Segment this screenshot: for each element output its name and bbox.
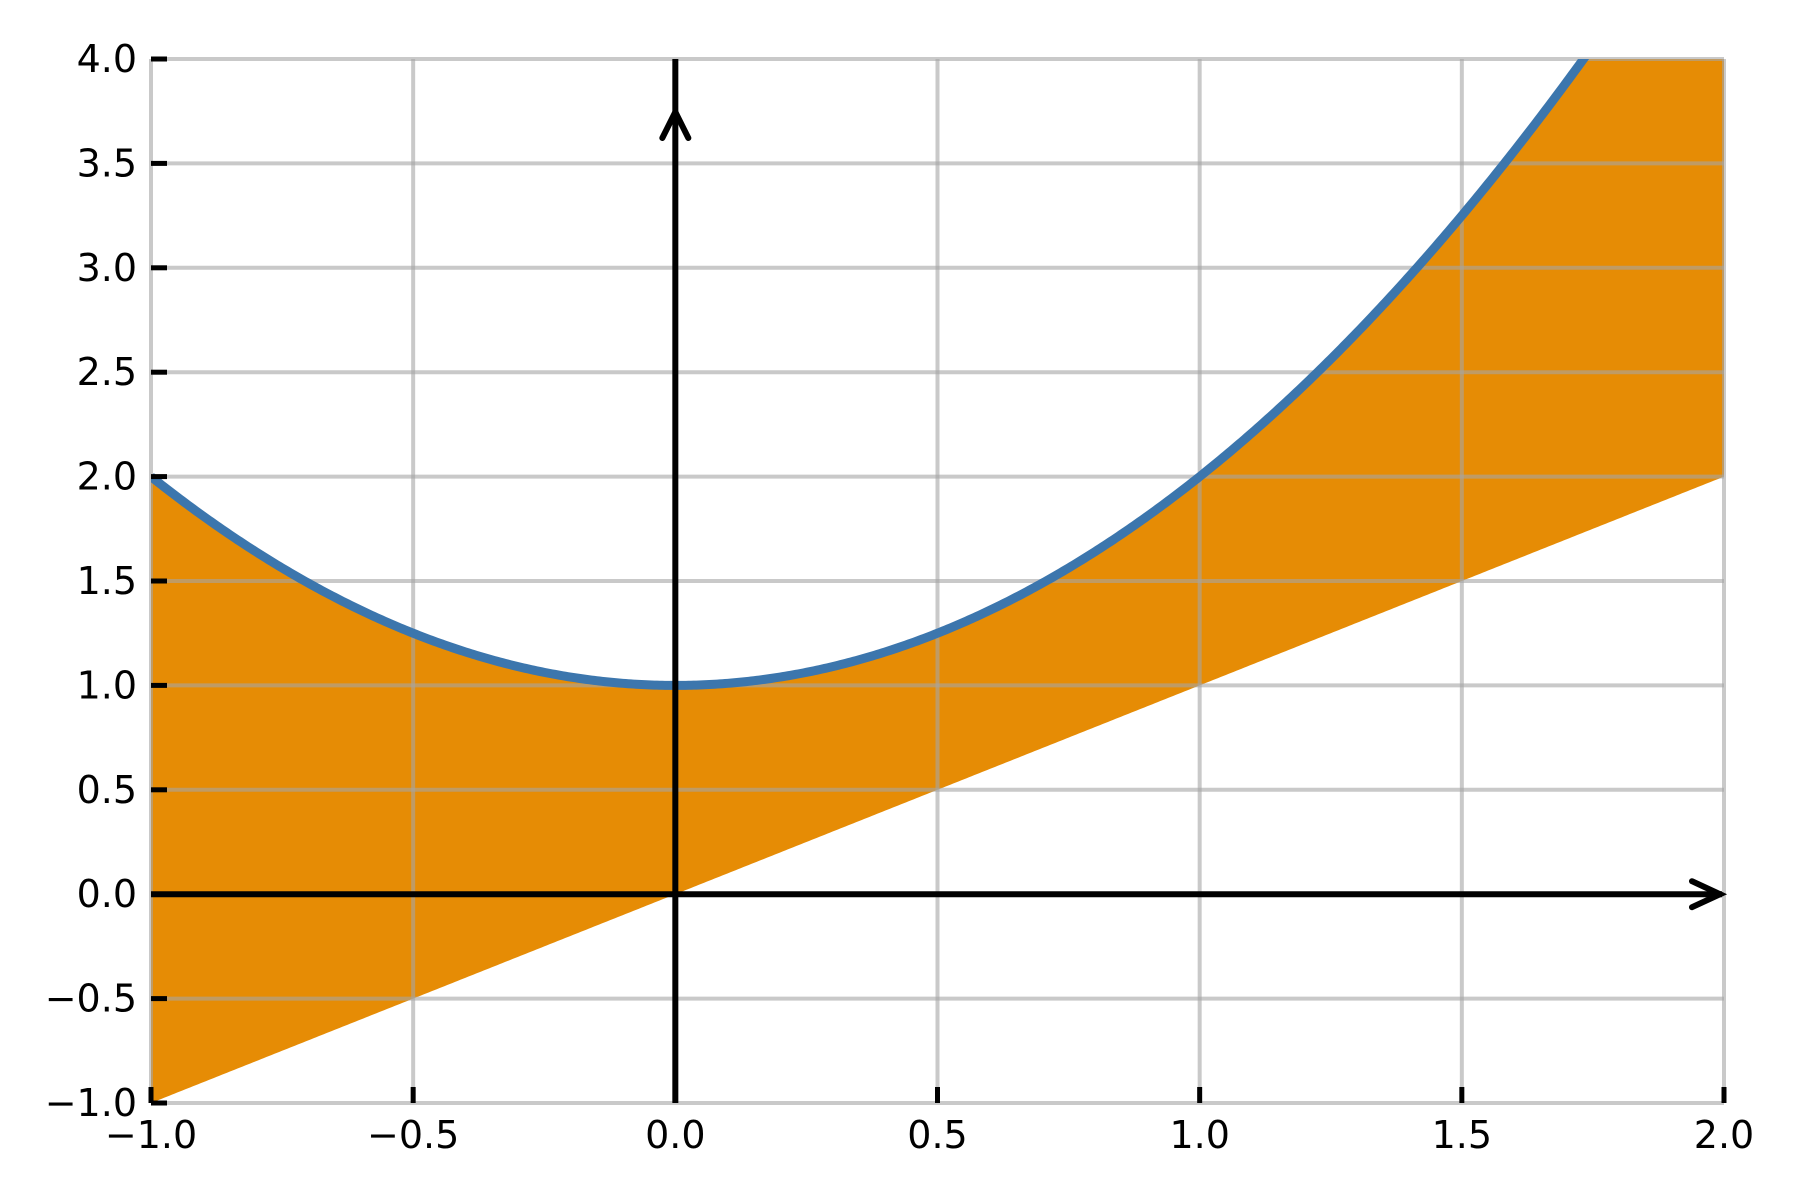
x-axis-arrowhead-icon bbox=[1689, 878, 1728, 911]
curve-parabola bbox=[151, 59, 1590, 690]
y-tick-label: 4.0 bbox=[77, 37, 137, 81]
y-tick-label: 1.0 bbox=[77, 663, 137, 707]
y-tick-label: 0.0 bbox=[77, 872, 137, 916]
y-tick-label: −0.5 bbox=[45, 977, 137, 1021]
tick-labels: −1.0 −0.5 0.0 0.5 1.0 1.5 2.0 −1.0 −0.5 0.0 0.5 1.0… bbox=[45, 37, 1755, 1157]
y-axis-arrowhead-icon bbox=[659, 105, 692, 141]
x-tick-label: 1.0 bbox=[1169, 1113, 1229, 1157]
y-tick-label: 0.5 bbox=[77, 768, 137, 812]
y-tick-label: 3.5 bbox=[77, 141, 137, 185]
x-tick-label: −1.0 bbox=[105, 1113, 197, 1157]
x-tick-label: 0.0 bbox=[645, 1113, 705, 1157]
axes bbox=[151, 59, 1728, 1103]
x-tick-label: 0.5 bbox=[907, 1113, 967, 1157]
y-tick-label: 3.0 bbox=[77, 246, 137, 290]
tick-marks bbox=[148, 56, 1727, 1106]
y-tick-label: 1.5 bbox=[77, 559, 137, 603]
area-fill-region bbox=[151, 59, 1724, 1103]
y-tick-label: 2.5 bbox=[77, 350, 137, 394]
x-tick-label: −0.5 bbox=[367, 1113, 459, 1157]
x-tick-label: 2.0 bbox=[1694, 1113, 1754, 1157]
x-tick-label: 1.5 bbox=[1432, 1113, 1492, 1157]
y-tick-label: −1.0 bbox=[45, 1081, 137, 1125]
y-tick-label: 2.0 bbox=[77, 455, 137, 499]
